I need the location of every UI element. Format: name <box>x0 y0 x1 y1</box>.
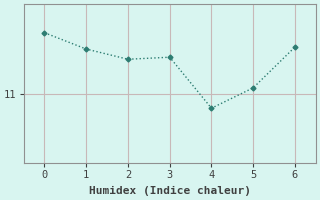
X-axis label: Humidex (Indice chaleur): Humidex (Indice chaleur) <box>89 186 251 196</box>
